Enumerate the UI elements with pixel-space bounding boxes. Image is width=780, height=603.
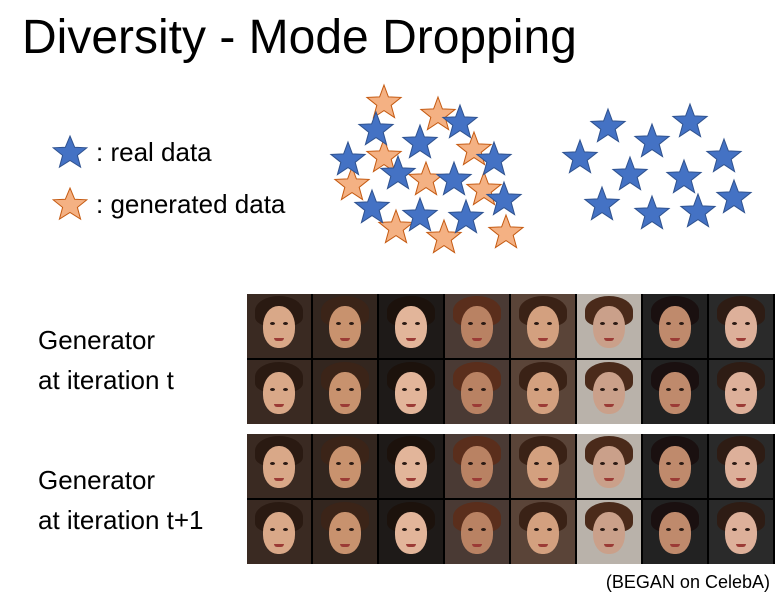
face-thumbnail: [313, 500, 377, 564]
face-grid-iteration-t: [247, 294, 775, 424]
face-thumbnail: [643, 294, 707, 358]
real-star: [441, 103, 479, 139]
real-star: [665, 158, 703, 194]
face-thumbnail: [511, 360, 575, 424]
real-star: [611, 155, 649, 191]
real-star: [401, 123, 439, 159]
row-label-iteration-t: Generator at iteration t: [38, 320, 174, 400]
page-title: Diversity - Mode Dropping: [22, 11, 577, 64]
generated-star: [455, 130, 493, 166]
face-thumbnail: [379, 434, 443, 498]
face-thumbnail: [445, 294, 509, 358]
face-thumbnail: [577, 360, 641, 424]
face-thumbnail: [709, 360, 773, 424]
generated-star: [407, 160, 445, 196]
real-star: [353, 188, 391, 224]
face-thumbnail: [577, 294, 641, 358]
face-thumbnail: [247, 434, 311, 498]
generated-star: [333, 165, 371, 201]
face-thumbnail: [247, 500, 311, 564]
real-star: [583, 185, 621, 221]
face-thumbnail: [445, 500, 509, 564]
real-star: [679, 192, 717, 228]
face-thumbnail: [313, 434, 377, 498]
real-star: [401, 196, 439, 232]
row-label-iteration-t1: Generator at iteration t+1: [38, 460, 204, 540]
face-thumbnail: [313, 360, 377, 424]
face-thumbnail: [247, 360, 311, 424]
real-star: [589, 107, 627, 143]
real-star: [435, 160, 473, 196]
face-thumbnail: [247, 294, 311, 358]
real-star: [447, 198, 485, 234]
face-thumbnail: [643, 434, 707, 498]
real-star: [485, 180, 523, 216]
generated-star: [487, 213, 525, 249]
legend-real-label: : real data: [96, 136, 212, 167]
generated-star: [377, 208, 415, 244]
face-thumbnail: [445, 434, 509, 498]
real-star: [715, 178, 753, 214]
generated-star: [425, 218, 463, 254]
face-thumbnail: [379, 294, 443, 358]
row-label-line1: Generator: [38, 465, 156, 495]
real-star: [329, 140, 367, 176]
real-star: [633, 194, 671, 230]
face-thumbnail: [577, 434, 641, 498]
face-thumbnail: [511, 434, 575, 498]
face-thumbnail: [379, 500, 443, 564]
orange-star-icon: [52, 186, 88, 221]
star-clusters-diagram: [329, 83, 753, 254]
face-thumbnail: [643, 360, 707, 424]
real-star: [705, 137, 743, 173]
face-grid-iteration-t1: [247, 434, 775, 564]
mixed-star-cluster: [329, 83, 525, 254]
face-thumbnail: [511, 500, 575, 564]
real-star: [633, 122, 671, 158]
real-star: [357, 110, 395, 146]
face-thumbnail: [709, 434, 773, 498]
face-thumbnail: [445, 360, 509, 424]
legend-generated-label: : generated data: [96, 188, 286, 219]
face-thumbnail: [313, 294, 377, 358]
generated-star: [419, 95, 457, 131]
face-thumbnail: [577, 500, 641, 564]
row-label-line1: Generator: [38, 325, 156, 355]
row-label-line2: at iteration t: [38, 365, 174, 395]
face-thumbnail: [379, 360, 443, 424]
real-star: [475, 140, 513, 176]
real-star: [379, 154, 417, 190]
blue-star-icon: [52, 134, 88, 169]
legend-generated: : generated data: [52, 184, 285, 224]
generated-star: [465, 170, 503, 206]
face-thumbnail: [643, 500, 707, 564]
face-thumbnail: [709, 500, 773, 564]
generated-star: [365, 83, 403, 119]
legend-real: : real data: [52, 132, 212, 172]
row-label-line2: at iteration t+1: [38, 505, 204, 535]
real-star-cluster: [561, 102, 753, 230]
face-thumbnail: [511, 294, 575, 358]
face-thumbnail: [709, 294, 773, 358]
real-star: [561, 138, 599, 174]
caption: (BEGAN on CelebA): [605, 572, 770, 592]
generated-star: [365, 137, 403, 173]
real-star: [671, 102, 709, 138]
